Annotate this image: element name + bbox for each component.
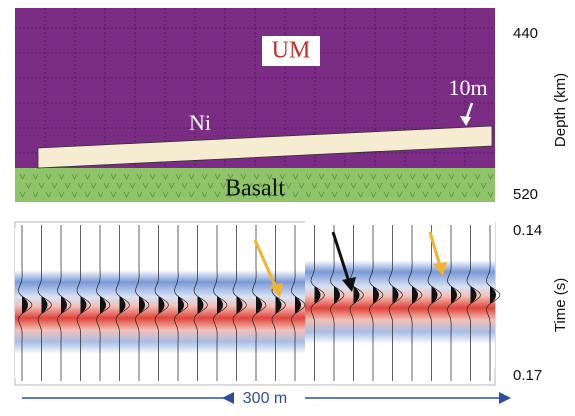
time-bottom: 0.17: [513, 367, 542, 384]
time-axis: Time (s): [552, 278, 569, 332]
time-top: 0.14: [513, 222, 542, 239]
model-panel: UM Ni 10m Basalt: [15, 8, 495, 202]
thickness-label: 10m: [448, 75, 487, 100]
depth-top: 440: [513, 25, 538, 42]
seismic-panel: [15, 218, 500, 385]
basalt-label: Basalt: [225, 176, 285, 202]
depth-bottom: 520: [513, 186, 538, 203]
seismic-right: [305, 218, 495, 368]
depth-axis: Depth (km): [552, 73, 569, 147]
um-label: UM: [272, 38, 311, 64]
scale-label: 300 m: [243, 390, 287, 407]
figure: UM Ni 10m Basalt 440 520 Depth (km) 0.14…: [0, 0, 575, 411]
ni-label: Ni: [189, 110, 211, 135]
